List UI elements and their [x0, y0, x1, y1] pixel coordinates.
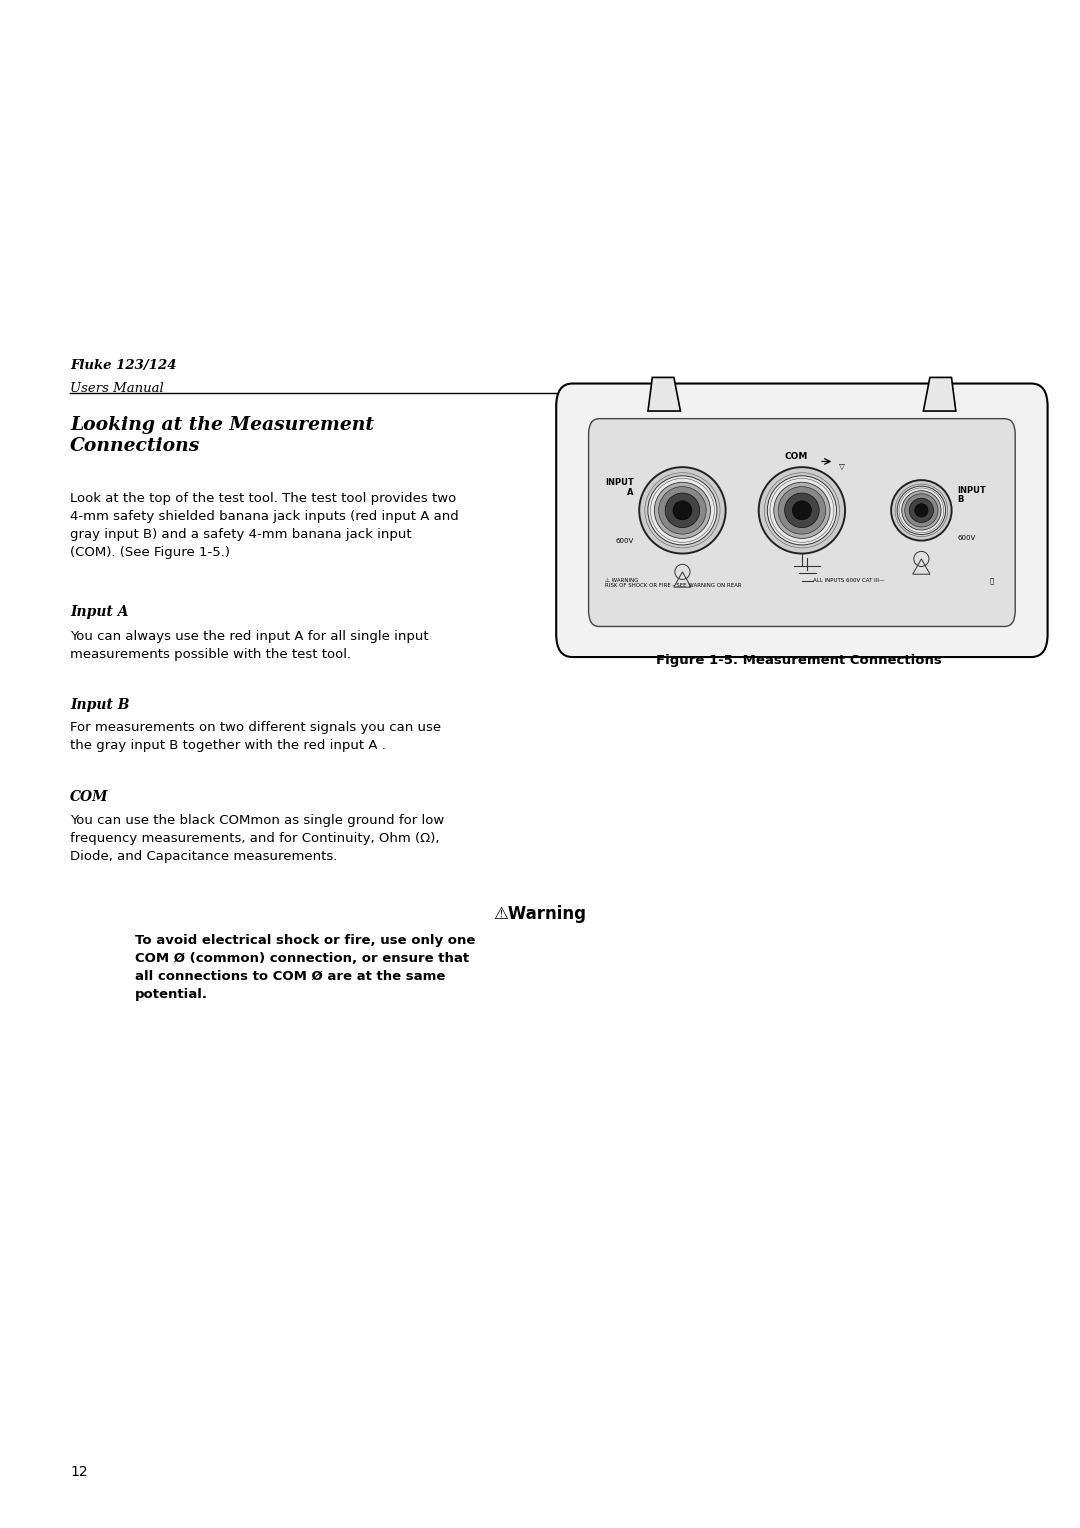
Ellipse shape	[665, 494, 700, 527]
Text: COM: COM	[70, 790, 109, 804]
Text: ⚠Warning: ⚠Warning	[494, 905, 586, 923]
Text: ALL INPUTS 600V CAT III—: ALL INPUTS 600V CAT III—	[812, 578, 885, 582]
Text: Fluke 123/124: Fluke 123/124	[70, 359, 177, 373]
Text: Users Manual: Users Manual	[70, 382, 164, 396]
Text: For measurements on two different signals you can use
the gray input B together : For measurements on two different signal…	[70, 721, 442, 752]
Ellipse shape	[905, 494, 939, 527]
Text: ⏚: ⏚	[989, 578, 994, 584]
Ellipse shape	[648, 475, 717, 545]
Ellipse shape	[902, 490, 941, 530]
Ellipse shape	[654, 483, 711, 538]
Ellipse shape	[897, 486, 946, 535]
Ellipse shape	[891, 480, 951, 541]
Text: ⚠ WARNING
RISK OF SHOCK OR FIRE - SEE WARNING ON REAR: ⚠ WARNING RISK OF SHOCK OR FIRE - SEE WA…	[605, 578, 742, 588]
Ellipse shape	[793, 501, 811, 520]
FancyBboxPatch shape	[589, 419, 1015, 626]
Polygon shape	[648, 377, 680, 411]
FancyBboxPatch shape	[556, 384, 1048, 657]
Ellipse shape	[673, 501, 692, 520]
Text: To avoid electrical shock or fire, use only one
COM Ø (common) connection, or en: To avoid electrical shock or fire, use o…	[135, 934, 475, 1001]
Ellipse shape	[778, 486, 825, 535]
Text: 600V: 600V	[616, 538, 634, 544]
Text: Input B: Input B	[70, 698, 130, 712]
Text: INPUT
A: INPUT A	[605, 478, 634, 497]
Text: ▽: ▽	[839, 461, 845, 471]
Text: Looking at the Measurement
Connections: Looking at the Measurement Connections	[70, 416, 374, 455]
Text: You can always use the red input A for all single input
measurements possible wi: You can always use the red input A for a…	[70, 630, 429, 660]
Ellipse shape	[915, 504, 928, 516]
Text: 600V: 600V	[957, 535, 975, 541]
Ellipse shape	[909, 498, 933, 523]
Polygon shape	[923, 377, 956, 411]
Ellipse shape	[659, 486, 706, 535]
Ellipse shape	[784, 494, 819, 527]
Text: 12: 12	[70, 1465, 87, 1479]
Text: Input A: Input A	[70, 605, 129, 619]
Text: COM: COM	[785, 452, 808, 461]
Text: You can use the black COMmon as single ground for low
frequency measurements, an: You can use the black COMmon as single g…	[70, 814, 445, 863]
Ellipse shape	[639, 468, 726, 553]
Ellipse shape	[758, 468, 846, 553]
Ellipse shape	[767, 475, 837, 545]
Text: Figure 1-5. Measurement Connections: Figure 1-5. Measurement Connections	[657, 654, 942, 668]
Ellipse shape	[773, 483, 831, 538]
Text: Look at the top of the test tool. The test tool provides two
4-mm safety shielde: Look at the top of the test tool. The te…	[70, 492, 459, 559]
Text: INPUT
B: INPUT B	[957, 486, 986, 504]
